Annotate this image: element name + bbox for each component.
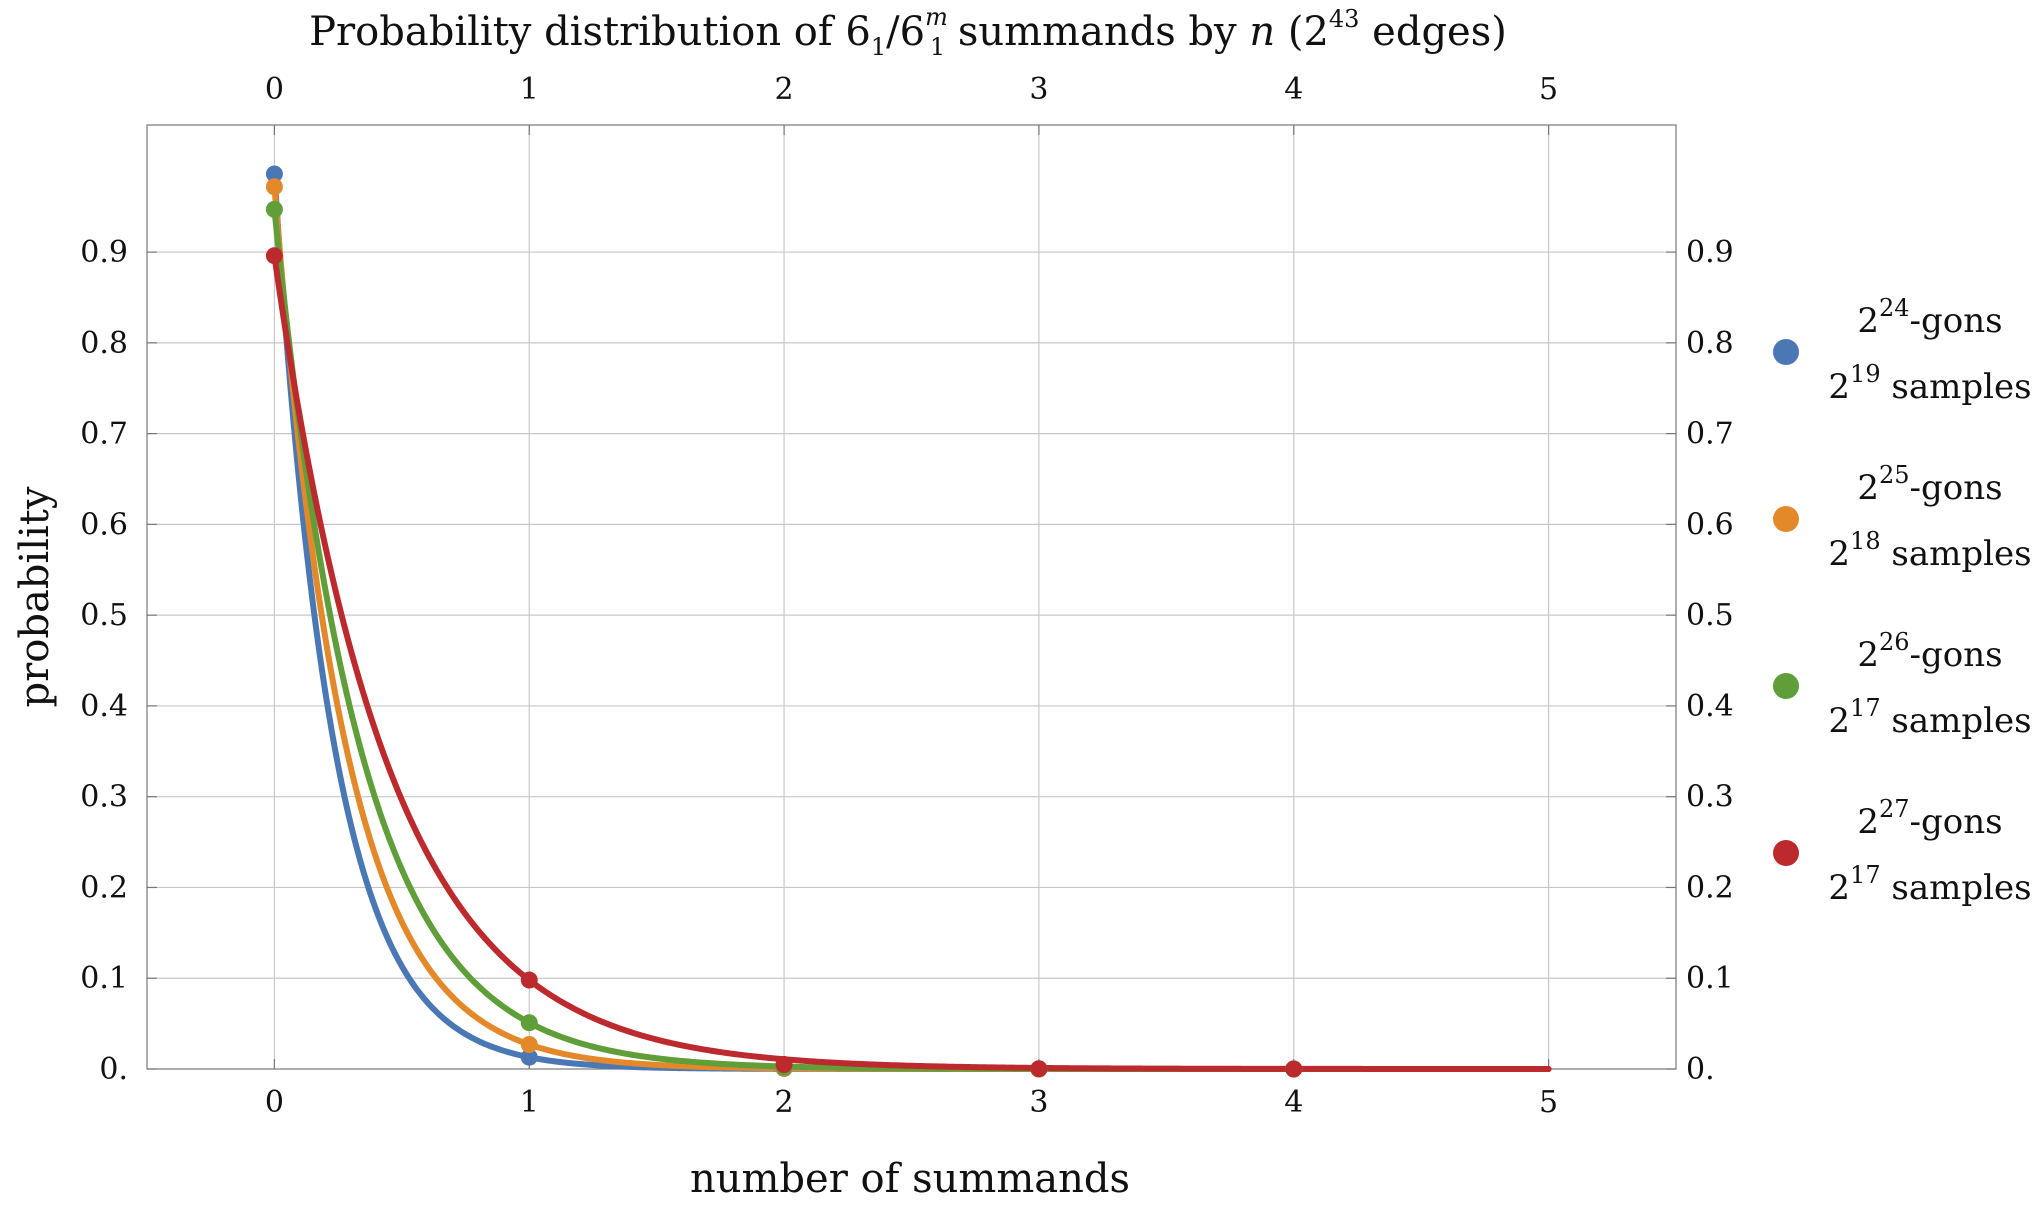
legend-marker xyxy=(1773,673,1799,699)
data-point xyxy=(520,971,538,989)
y-tick-label-right: 0.3 xyxy=(1686,780,1734,815)
x-tick-label-bottom: 3 xyxy=(1029,1085,1048,1120)
data-point xyxy=(265,165,283,183)
legend-marker xyxy=(1773,506,1799,532)
point-layer xyxy=(265,165,1303,1078)
x-tick-label-bottom: 2 xyxy=(775,1085,794,1120)
data-point xyxy=(265,200,283,218)
y-tick-label-left: 0.3 xyxy=(80,780,128,815)
x-tick-label-bottom: 1 xyxy=(520,1085,539,1120)
y-tick-label-left: 0.4 xyxy=(80,689,128,724)
tick-layer: 0 0 1 1 2 2 3 3 4 4 5 5 0. 0. 0.1 0.1 0.2 0.2 0.3 0.3 0.4 0.4… xyxy=(80,72,1733,1120)
data-point xyxy=(1030,1060,1048,1078)
x-tick-label-bottom: 0 xyxy=(265,1085,284,1120)
legend-marker xyxy=(1773,840,1799,866)
x-tick-label-top: 1 xyxy=(520,72,539,107)
x-tick-label-bottom: 4 xyxy=(1284,1085,1303,1120)
data-point xyxy=(775,1055,793,1073)
legend-marker xyxy=(1773,339,1799,365)
x-tick-label-top: 3 xyxy=(1029,72,1048,107)
x-tick-label-bottom: 5 xyxy=(1539,1085,1558,1120)
legend: 224-gons 219 samples 225-gons 218 samples 22… xyxy=(1773,294,2032,908)
grid-layer xyxy=(147,125,1676,1069)
curve-layer xyxy=(271,171,1552,1072)
data-point xyxy=(265,247,283,265)
data-point xyxy=(1285,1060,1303,1078)
legend-samples-label: 217 samples xyxy=(1828,694,2031,741)
x-tick-label-top: 4 xyxy=(1284,72,1303,107)
legend-gons-label: 224-gons xyxy=(1857,294,2002,341)
legend-samples-label: 217 samples xyxy=(1828,861,2031,908)
y-tick-label-right: 0.5 xyxy=(1686,598,1734,633)
y-tick-label-left: 0. xyxy=(99,1052,128,1087)
y-tick-label-right: 0. xyxy=(1686,1052,1715,1087)
x-axis-label: number of summands xyxy=(690,1156,1130,1202)
data-point xyxy=(520,1014,538,1032)
y-axis-label: probability xyxy=(12,486,58,707)
y-tick-label-right: 0.6 xyxy=(1686,507,1734,542)
y-tick-label-right: 0.2 xyxy=(1686,870,1734,905)
data-point xyxy=(520,1035,538,1053)
y-tick-label-right: 0.4 xyxy=(1686,689,1734,724)
y-tick-label-left: 0.5 xyxy=(80,598,128,633)
x-tick-label-top: 0 xyxy=(265,72,284,107)
series-curve xyxy=(271,252,1552,1072)
y-tick-label-right: 0.7 xyxy=(1686,417,1734,452)
data-point xyxy=(520,1048,538,1066)
legend-gons-label: 226-gons xyxy=(1857,628,2002,675)
legend-samples-label: 219 samples xyxy=(1828,360,2031,407)
legend-gons-label: 227-gons xyxy=(1857,795,2002,842)
legend-samples-label: 218 samples xyxy=(1828,527,2031,574)
y-tick-label-right: 0.9 xyxy=(1686,235,1734,270)
data-point xyxy=(265,178,283,196)
y-tick-label-left: 0.2 xyxy=(80,870,128,905)
y-tick-label-right: 0.8 xyxy=(1686,326,1734,361)
y-tick-label-left: 0.6 xyxy=(80,507,128,542)
y-tick-label-left: 0.9 xyxy=(80,235,128,270)
legend-gons-label: 225-gons xyxy=(1857,461,2002,508)
x-tick-label-top: 2 xyxy=(775,72,794,107)
chart-title: Probability distribution of 61/6m 1 summa… xyxy=(309,3,1507,61)
y-tick-label-left: 0.8 xyxy=(80,326,128,361)
y-tick-label-right: 0.1 xyxy=(1686,961,1734,996)
y-tick-label-left: 0.1 xyxy=(80,961,128,996)
x-tick-label-top: 5 xyxy=(1539,72,1558,107)
y-tick-label-left: 0.7 xyxy=(80,417,128,452)
